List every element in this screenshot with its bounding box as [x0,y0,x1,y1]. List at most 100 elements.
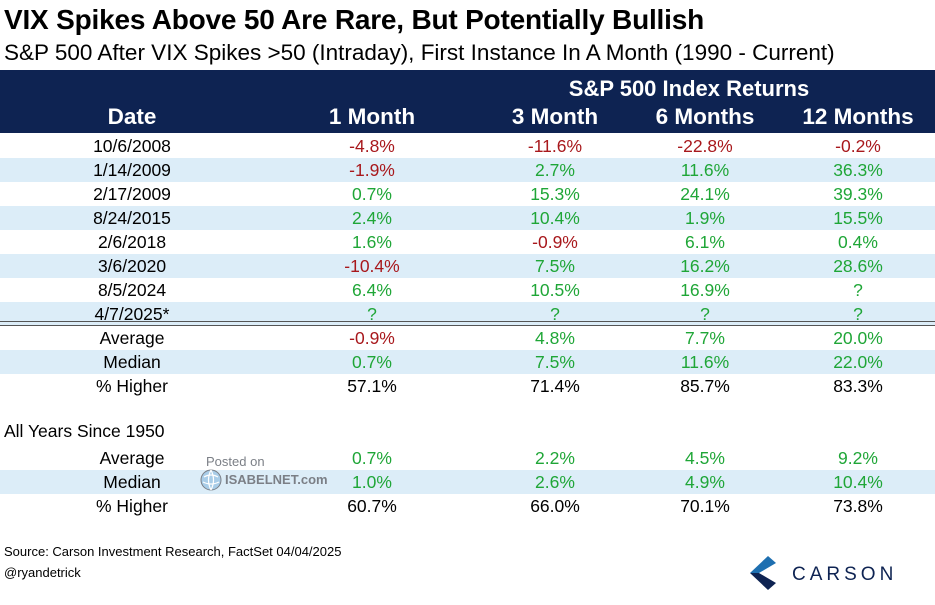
value-cell: 22.0% [833,352,883,372]
row-label: 3/6/2020 [97,256,167,276]
date-row: 1/14/2009 -1.9% 2.7% 11.6% 36.3% [0,158,935,182]
value-cell: 39.3% [833,184,883,204]
value-cell: 0.7% [352,352,392,372]
value-cell: 36.3% [833,160,883,180]
table-header: S&P 500 Index Returns Date 1 Month 3 Mon… [0,70,935,133]
row-label: 4/7/2025* [94,304,170,324]
all-years-row: Average 0.7% 2.2% 4.5% 9.2% [0,446,935,470]
value-cell: -0.9% [349,328,395,348]
row-label: Median [103,472,161,492]
value-cell: 7.7% [685,328,725,348]
watermark-site: ISABELNET.com [225,472,328,487]
value-cell: 4.9% [685,472,725,492]
value-cell: 11.6% [680,160,730,180]
source-note: Source: Carson Investment Research, Fact… [4,544,342,559]
row-label: % Higher [96,496,168,516]
carson-logo: CARSON [750,556,893,595]
value-cell: -22.8% [677,136,733,156]
date-row: 3/6/2020 -10.4% 7.5% 16.2% 28.6% [0,254,935,278]
row-label: Average [99,448,165,468]
value-cell: 7.5% [535,256,575,276]
globe-icon [200,469,222,491]
table-divider [0,321,935,326]
chart-subtitle: S&P 500 After VIX Spikes >50 (Intraday),… [4,40,835,65]
value-cell: ? [550,304,560,324]
header-col-6-months: 6 Months [655,104,755,129]
value-cell: 9.2% [838,448,878,468]
value-cell: 57.1% [347,376,397,396]
value-cell: 10.5% [530,280,580,300]
date-row: 4/7/2025*???? [0,302,935,326]
value-cell: ? [853,304,863,324]
value-cell: -0.2% [835,136,881,156]
value-cell: 4.5% [685,448,725,468]
value-cell: 0.7% [352,448,392,468]
author-handle: @ryandetrick [4,565,81,580]
value-cell: -4.8% [349,136,395,156]
value-cell: 10.4% [530,208,580,228]
value-cell: 20.0% [833,328,883,348]
value-cell: 4.8% [535,328,575,348]
value-cell: -10.4% [344,256,400,276]
row-label: 8/24/2015 [93,208,171,228]
date-row: 2/17/2009 0.7% 15.3% 24.1% 39.3% [0,182,935,206]
value-cell: 1.0% [352,472,392,492]
value-cell: 15.5% [833,208,883,228]
value-cell: ? [700,304,710,324]
value-cell: 28.6% [833,256,883,276]
value-cell: 71.4% [530,376,580,396]
value-cell: 6.1% [685,232,725,252]
row-label: 2/17/2009 [93,184,171,204]
value-cell: 83.3% [833,376,883,396]
value-cell: 24.1% [680,184,730,204]
value-cell: 1.9% [685,208,725,228]
row-label: % Higher [96,376,168,396]
row-label: 2/6/2018 [97,232,167,252]
header-col-12-months: 12 Months [802,104,914,129]
date-row: 10/6/2008 -4.8% -11.6% -22.8% -0.2% [0,134,935,158]
value-cell: 66.0% [530,496,580,516]
header-col-1-month: 1 Month [328,104,416,129]
date-row: 8/24/2015 2.4% 10.4% 1.9% 15.5% [0,206,935,230]
value-cell: 10.4% [833,472,883,492]
value-cell: ? [367,304,377,324]
value-cell: 2.6% [535,472,575,492]
header-group-label: S&P 500 Index Returns [568,76,810,101]
value-cell: 16.9% [680,280,730,300]
row-label: 1/14/2009 [93,160,171,180]
summary-row: % Higher 57.1% 71.4% 85.7% 83.3% [0,374,935,398]
row-label: 8/5/2024 [97,280,167,300]
chart-title: VIX Spikes Above 50 Are Rare, But Potent… [4,4,704,35]
all-years-label: All Years Since 1950 [4,421,165,441]
value-cell: 0.4% [838,232,878,252]
value-cell: 85.7% [680,376,730,396]
header-date: Date [107,104,157,129]
value-cell: -11.6% [527,136,583,156]
value-cell: 73.8% [833,496,883,516]
carson-logo-icon [750,556,776,590]
row-label: 10/6/2008 [93,136,171,156]
summary-row: Median 0.7% 7.5% 11.6% 22.0% [0,350,935,374]
carson-logo-text: CARSON [792,564,898,585]
row-label: Median [103,352,161,372]
date-row: 2/6/2018 1.6% -0.9% 6.1% 0.4% [0,230,935,254]
row-label: Average [99,328,165,348]
value-cell: 11.6% [680,352,730,372]
value-cell: -0.9% [532,232,578,252]
value-cell: 2.4% [352,208,392,228]
value-cell: -1.9% [349,160,395,180]
value-cell: 15.3% [530,184,580,204]
value-cell: 60.7% [347,496,397,516]
value-cell: 0.7% [352,184,392,204]
value-cell: 2.2% [535,448,575,468]
summary-row: Average -0.9% 4.8% 7.7% 20.0% [0,326,935,350]
value-cell: 2.7% [535,160,575,180]
all-years-row: Median 1.0% 2.6% 4.9% 10.4% [0,470,935,494]
value-cell: 70.1% [680,496,730,516]
value-cell: 6.4% [352,280,392,300]
date-row: 8/5/2024 6.4% 10.5% 16.9%? [0,278,935,302]
value-cell: 7.5% [535,352,575,372]
all-years-row: % Higher 60.7% 66.0% 70.1% 73.8% [0,494,935,518]
watermark-posted: Posted on [206,454,265,469]
value-cell: 16.2% [680,256,730,276]
